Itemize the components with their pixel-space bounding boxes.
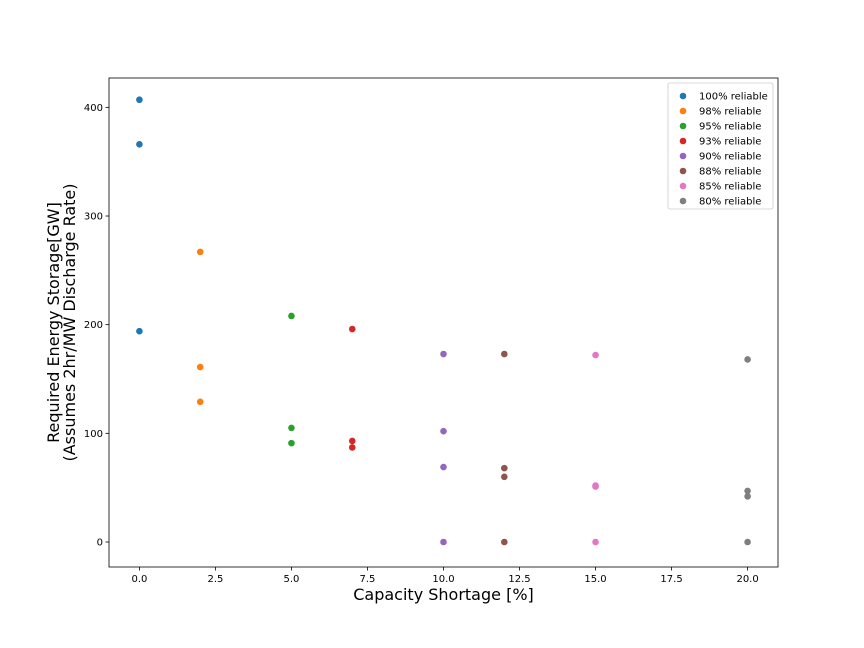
data-points xyxy=(136,96,751,546)
plot-area xyxy=(109,78,778,567)
data-point xyxy=(501,350,508,358)
y-axis-ticks: 0 100 200 300 400 xyxy=(84,103,109,549)
legend-entry: 93% reliable xyxy=(699,137,761,148)
legend-entry: 80% reliable xyxy=(699,197,761,208)
data-point xyxy=(501,464,508,472)
x-tick-label: 7.5 xyxy=(360,574,376,585)
x-tick-label: 20.0 xyxy=(736,574,758,585)
data-point xyxy=(440,463,447,471)
data-point xyxy=(501,538,508,546)
data-point xyxy=(348,325,356,333)
data-point xyxy=(592,483,599,490)
y-tick-label: 400 xyxy=(84,103,103,114)
y-tick-label: 300 xyxy=(84,212,103,223)
legend-marker xyxy=(679,167,687,175)
data-point xyxy=(288,424,295,432)
x-tick-label: 5.0 xyxy=(284,574,300,585)
legend-entry: 90% reliable xyxy=(699,152,761,163)
data-point xyxy=(196,248,204,256)
legend-entry: 85% reliable xyxy=(699,182,761,193)
x-tick-label: 17.5 xyxy=(660,574,682,585)
legend-marker xyxy=(679,122,687,130)
data-point xyxy=(440,427,447,435)
data-point xyxy=(196,363,204,371)
legend-frame xyxy=(667,82,774,210)
y-axis-label-line-1: Required Energy Storage[GW] xyxy=(44,202,63,443)
y-tick-label: 200 xyxy=(84,320,103,331)
legend-entry: 100% reliable xyxy=(699,92,768,103)
data-point xyxy=(136,140,143,148)
y-axis-label-line-2: (Assumes 2hr/MW Discharge Rate) xyxy=(60,183,79,461)
data-point xyxy=(288,312,295,320)
data-point xyxy=(744,356,751,363)
data-point xyxy=(440,538,447,546)
x-tick-label: 15.0 xyxy=(584,574,606,585)
data-point xyxy=(348,444,356,451)
data-point xyxy=(592,538,599,546)
data-point xyxy=(744,493,751,500)
data-point xyxy=(744,487,751,495)
data-point xyxy=(440,350,447,358)
legend: 100% reliable 98% reliable 95% reliable 93%… xyxy=(667,82,774,210)
data-point xyxy=(501,473,508,481)
x-axis-ticks: 0.0 2.5 5.0 7.5 10.0 12.5 15.0 17.5 20.0 xyxy=(131,567,759,585)
legend-marker xyxy=(679,182,687,190)
data-point xyxy=(348,437,356,445)
x-tick-label: 10.0 xyxy=(432,574,454,585)
x-tick-label: 2.5 xyxy=(207,574,223,585)
data-point xyxy=(136,96,143,104)
data-point xyxy=(196,398,204,406)
data-point xyxy=(592,351,599,359)
legend-entry: 88% reliable xyxy=(699,167,761,178)
legend-marker xyxy=(679,137,687,145)
data-point xyxy=(288,439,295,447)
y-tick-label: 0 xyxy=(97,538,103,549)
legend-entry: 95% reliable xyxy=(699,122,761,133)
x-axis-label: Capacity Shortage [%] xyxy=(353,585,534,604)
data-point xyxy=(136,327,143,335)
legend-entry: 98% reliable xyxy=(699,107,761,118)
x-tick-label: 0.0 xyxy=(131,574,147,585)
y-tick-label: 100 xyxy=(84,429,103,440)
x-tick-label: 12.5 xyxy=(508,574,530,585)
legend-marker xyxy=(679,197,687,205)
legend-marker xyxy=(679,92,687,100)
data-point xyxy=(744,538,751,546)
legend-marker xyxy=(679,107,687,115)
legend-marker xyxy=(679,152,687,160)
